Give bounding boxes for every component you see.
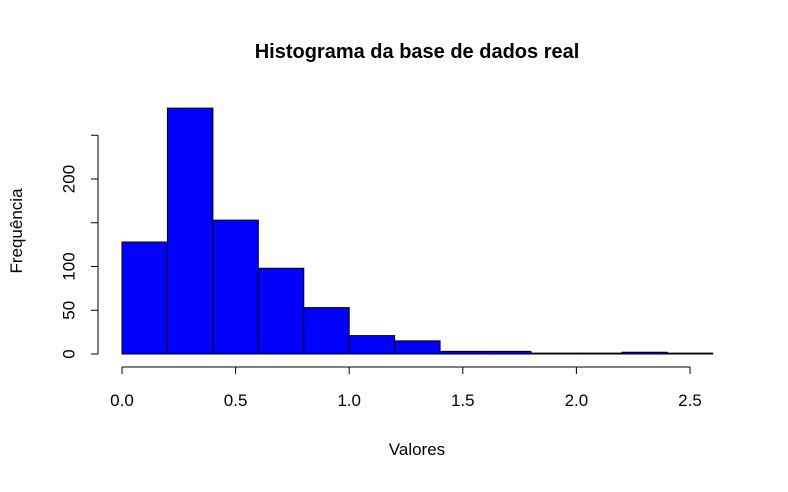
histogram-bars (121, 107, 714, 355)
x-tick-label: 0.0 (110, 391, 134, 410)
x-axis: 0.0 0.5 1.0 1.5 2.0 2.5 (110, 366, 702, 410)
histogram-bar (212, 219, 259, 355)
histogram-bar (121, 241, 168, 355)
histogram-bar (166, 107, 214, 355)
histogram-bar (666, 352, 714, 355)
histogram-bar (394, 340, 441, 355)
histogram-bar (303, 307, 350, 355)
x-tick-label: 1.5 (451, 391, 475, 410)
histogram-bar (575, 352, 623, 355)
histogram-bar (257, 267, 305, 355)
histogram-bar (530, 352, 577, 355)
y-axis: 0 50 100 200 (59, 134, 99, 359)
x-tick-label: 0.5 (224, 391, 248, 410)
y-axis-label: Frequência (7, 188, 26, 274)
y-tick-label: 0 (59, 349, 78, 358)
histogram-bar (348, 335, 396, 355)
chart-title: Histograma da base de dados real (255, 41, 580, 63)
histogram-bar (485, 350, 532, 355)
x-tick-label: 1.0 (337, 391, 361, 410)
y-tick-label: 100 (59, 252, 78, 280)
x-tick-label: 2.5 (678, 391, 702, 410)
x-axis-label: Valores (389, 440, 445, 459)
histogram-bar (621, 351, 668, 355)
x-tick-label: 2.0 (565, 391, 589, 410)
histogram-bar (439, 350, 487, 355)
y-tick-label: 200 (59, 165, 78, 193)
y-tick-label: 50 (59, 301, 78, 320)
